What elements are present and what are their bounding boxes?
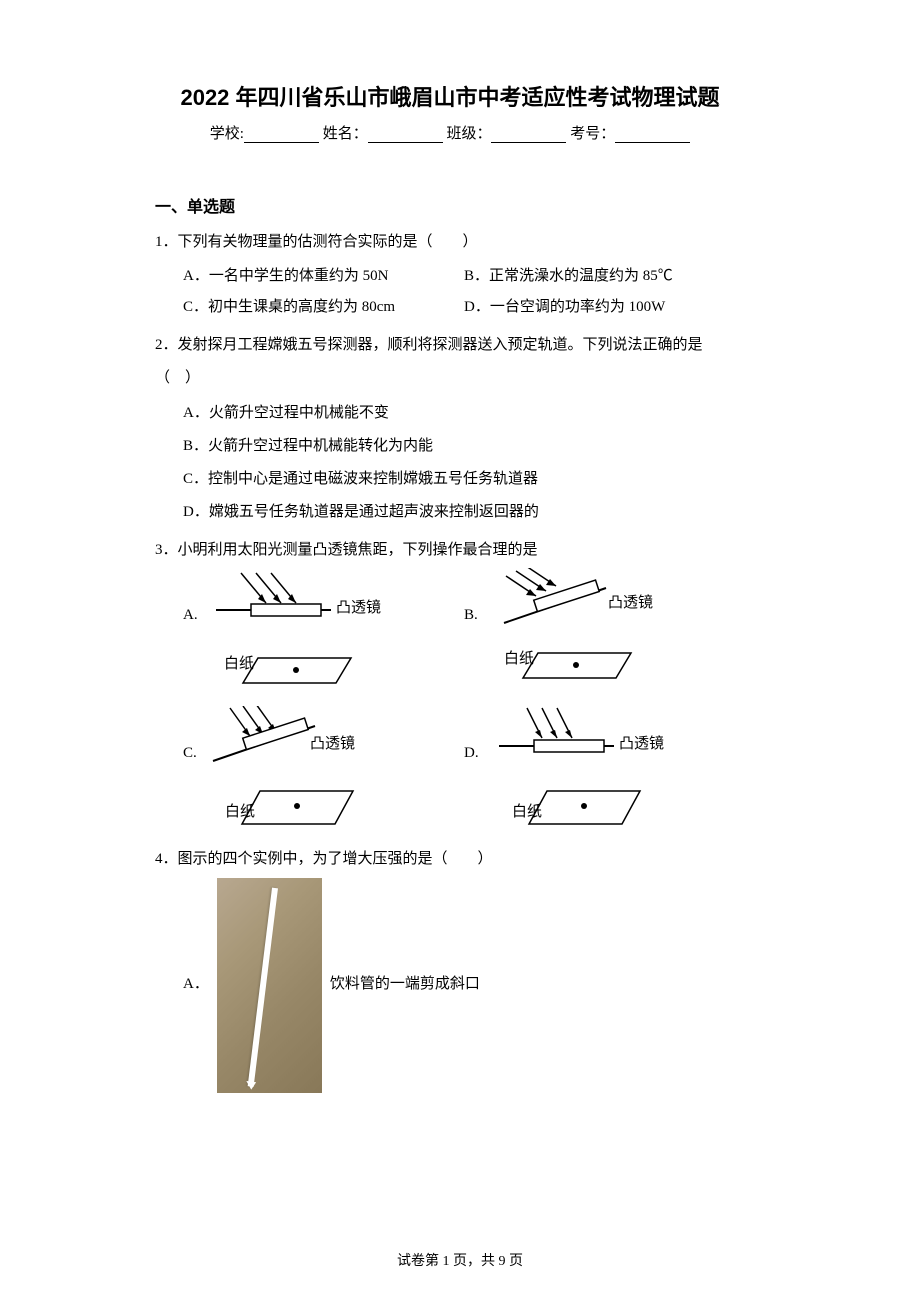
q4-label-a: A． (183, 969, 209, 1001)
q3-label-b: B. (464, 600, 478, 632)
paper-label-a: 白纸 (224, 655, 254, 672)
lens-label-c: 凸透镜 (310, 734, 355, 752)
school-label: 学校: (210, 122, 244, 143)
q3-text: 3．小明利用太阳光测量凸透镜焦距，下列操作最合理的是 (155, 535, 745, 567)
q4-option-a-text: 饮料管的一端剪成斜口 (330, 969, 480, 1001)
q2-option-c: C．控制中心是通过电磁波来控制嫦娥五号任务轨道器 (183, 463, 745, 496)
class-label: 班级： (446, 122, 491, 143)
lens-diagram-c: 凸透镜 白纸 (205, 706, 405, 836)
paper-label-b: 白纸 (504, 650, 534, 667)
straw-shape (247, 887, 277, 1086)
name-label: 姓名： (323, 122, 368, 143)
class-blank (491, 125, 566, 143)
question-3: 3．小明利用太阳光测量凸透镜焦距，下列操作最合理的是 A. 凸透镜 白纸 (155, 535, 745, 837)
q4-text: 4．图示的四个实例中，为了增大压强的是（ ） (155, 844, 745, 876)
paper-label-c: 白纸 (225, 803, 255, 820)
q2-option-a: A．火箭升空过程中机械能不变 (183, 397, 745, 430)
student-info-line: 学校: 姓名： 班级： 考号： (155, 122, 745, 143)
lens-label-d: 凸透镜 (619, 734, 664, 752)
q3-label-a: A. (183, 600, 198, 632)
page-footer: 试卷第 1 页，共 9 页 (0, 1250, 920, 1270)
q1-option-a: A．一名中学生的体重约为 50N (183, 261, 464, 293)
q1-option-d: D．一台空调的功率约为 100W (464, 292, 745, 324)
page-title: 2022 年四川省乐山市峨眉山市中考适应性考试物理试题 (155, 80, 745, 112)
section-1-header: 一、单选题 (155, 193, 745, 217)
q3-label-d: D. (464, 738, 479, 770)
paper-label-d: 白纸 (512, 803, 542, 820)
q2-text-2: （ ） (155, 363, 745, 395)
lens-label-b: 凸透镜 (608, 593, 653, 611)
lens-label-a: 凸透镜 (336, 598, 381, 616)
q2-option-b: B．火箭升空过程中机械能转化为内能 (183, 430, 745, 463)
question-2: 2．发射探月工程嫦娥五号探测器，顺利将探测器送入预定轨道。下列说法正确的是 （ … (155, 330, 745, 529)
lens-diagram-d: 凸透镜 白纸 (487, 706, 687, 836)
name-blank (368, 125, 443, 143)
question-4: 4．图示的四个实例中，为了增大压强的是（ ） A． 饮料管的一端剪成斜口 (155, 844, 745, 1093)
exam-no-label: 考号： (570, 122, 615, 143)
straw-photo (217, 878, 322, 1093)
q2-option-d: D．嫦娥五号任务轨道器是通过超声波来控制返回器的 (183, 496, 745, 529)
q2-text-1: 2．发射探月工程嫦娥五号探测器，顺利将探测器送入预定轨道。下列说法正确的是 (155, 330, 745, 362)
exam-no-blank (615, 125, 690, 143)
q3-label-c: C. (183, 738, 197, 770)
q1-text: 1．下列有关物理量的估测符合实际的是（ ） (155, 227, 745, 259)
q1-option-b: B．正常洗澡水的温度约为 85℃ (464, 261, 745, 293)
q1-option-c: C．初中生课桌的高度约为 80cm (183, 292, 464, 324)
question-1: 1．下列有关物理量的估测符合实际的是（ ） A．一名中学生的体重约为 50N B… (155, 227, 745, 324)
lens-diagram-b: 凸透镜 白纸 (486, 568, 686, 698)
school-blank (244, 125, 319, 143)
lens-diagram-a: 凸透镜 白纸 (206, 568, 406, 698)
